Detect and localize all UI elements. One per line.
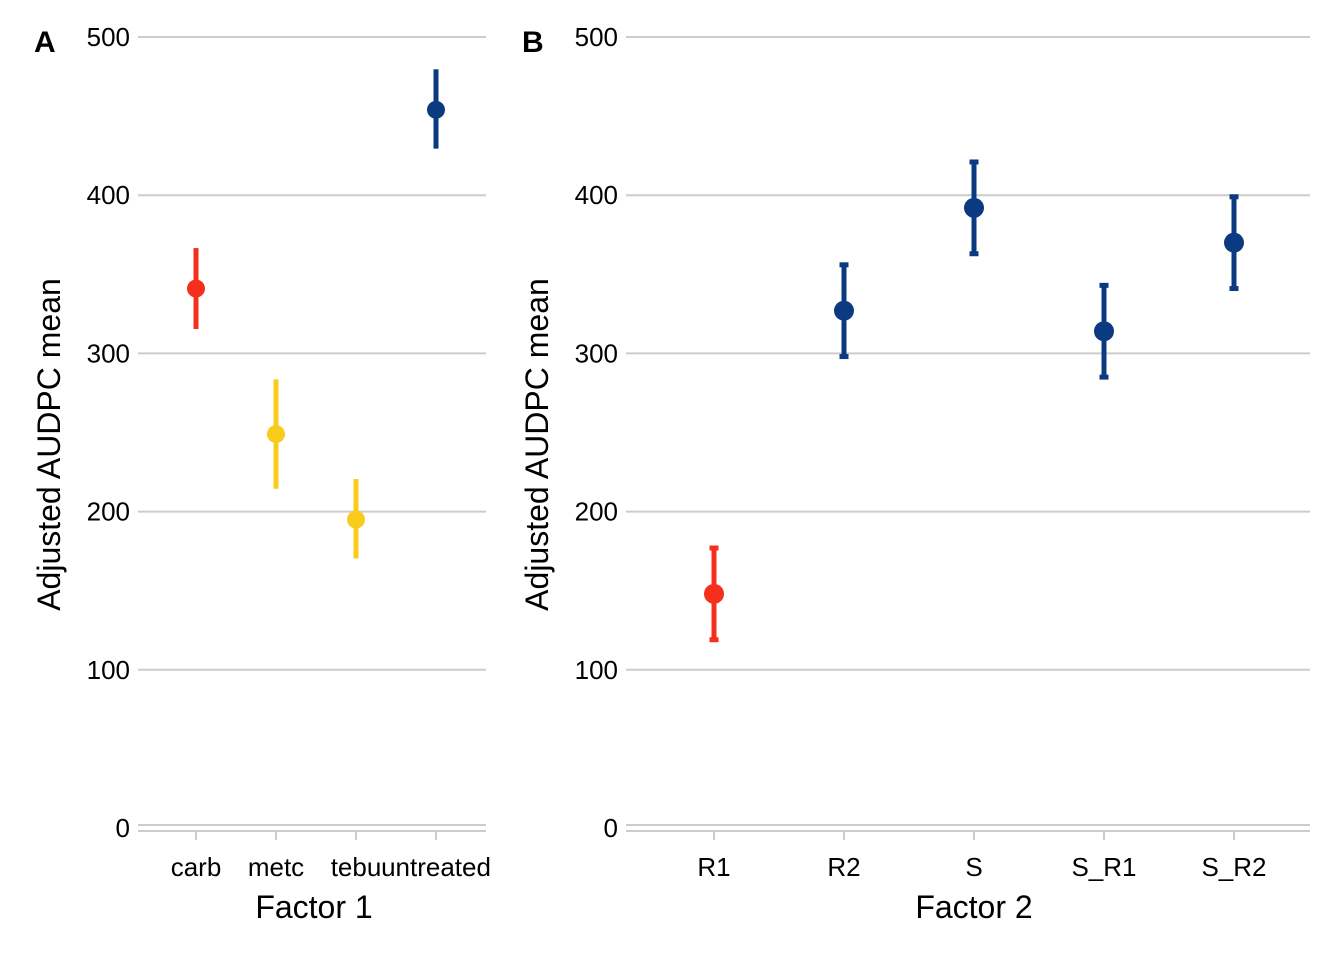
data-point (187, 279, 205, 298)
y-tick-label: 500 (575, 22, 618, 52)
data-point (1224, 232, 1244, 253)
data-point (704, 583, 724, 604)
y-tick-label: 300 (87, 338, 130, 368)
x-tick-label: untreated (381, 852, 491, 882)
y-axis-title: Adjusted AUDPC mean (519, 278, 555, 611)
panel-a: 0 100 200 300 400 500 carb metc tebu untreated Fac… (31, 22, 491, 925)
y-tick-label: 400 (87, 180, 130, 210)
x-tick-label: S_R2 (1201, 852, 1266, 882)
y-tick-label: 500 (87, 22, 130, 52)
x-tick-label: tebu (331, 852, 382, 882)
panel-tag: A (34, 26, 56, 59)
data-point (834, 300, 854, 321)
x-tick-label: R1 (697, 852, 730, 882)
panel-b: 0 100 200 300 400 500 R1 R2 S S_R1 S_R2 Factor 2 Adj… (519, 22, 1310, 925)
x-axis-title: Factor 2 (915, 889, 1032, 925)
data-point (1094, 321, 1114, 342)
data-point (964, 197, 984, 218)
y-tick-label: 400 (575, 180, 618, 210)
x-tick-label: carb (171, 852, 222, 882)
x-tick-label: metc (248, 852, 304, 882)
panel-tag: B (522, 26, 544, 59)
x-tick-label: S (965, 852, 982, 882)
data-point (267, 425, 285, 444)
y-tick-label: 100 (575, 655, 618, 685)
y-tick-label: 200 (87, 497, 130, 527)
x-axis-title: Factor 1 (255, 889, 372, 925)
data-point (347, 510, 365, 529)
y-tick-label: 0 (604, 813, 618, 843)
x-tick-label: R2 (827, 852, 860, 882)
y-tick-label: 100 (87, 655, 130, 685)
y-tick-label: 0 (116, 813, 130, 843)
x-tick-label: S_R1 (1071, 852, 1136, 882)
y-tick-label: 300 (575, 338, 618, 368)
y-tick-label: 200 (575, 497, 618, 527)
y-axis-title: Adjusted AUDPC mean (31, 278, 67, 611)
data-point (427, 100, 445, 119)
